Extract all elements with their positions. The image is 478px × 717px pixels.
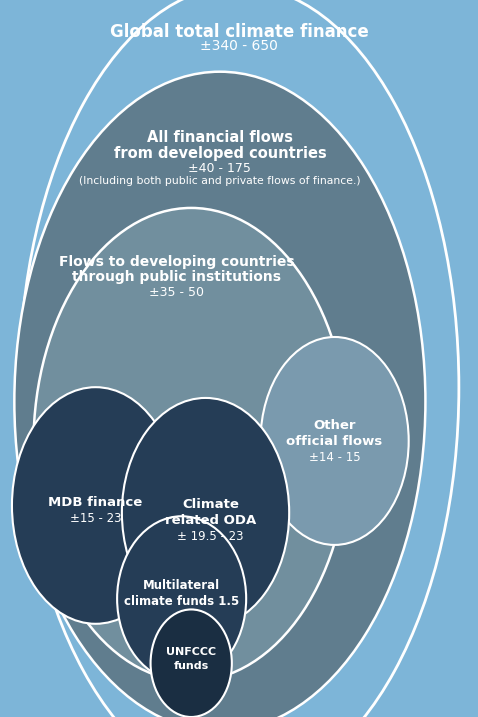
- Text: official flows: official flows: [286, 435, 383, 448]
- Ellipse shape: [19, 0, 459, 717]
- Text: climate funds 1.5: climate funds 1.5: [124, 595, 239, 608]
- Text: related ODA: related ODA: [165, 514, 256, 527]
- Text: Other: Other: [314, 419, 356, 432]
- Ellipse shape: [14, 72, 425, 717]
- Text: (Including both public and private flows of finance.): (Including both public and private flows…: [79, 176, 361, 186]
- Text: Global total climate finance: Global total climate finance: [109, 23, 369, 41]
- Text: funds: funds: [174, 661, 209, 671]
- Text: ±35 - 50: ±35 - 50: [149, 286, 205, 299]
- Ellipse shape: [122, 398, 289, 627]
- Text: through public institutions: through public institutions: [72, 270, 282, 285]
- Text: Multilateral: Multilateral: [143, 579, 220, 592]
- Ellipse shape: [117, 516, 246, 681]
- Ellipse shape: [261, 337, 409, 545]
- Text: ±15 - 23: ±15 - 23: [70, 512, 121, 525]
- Ellipse shape: [33, 208, 349, 681]
- Text: from developed countries: from developed countries: [113, 146, 326, 161]
- Ellipse shape: [151, 609, 232, 717]
- Text: ±340 - 650: ±340 - 650: [200, 39, 278, 54]
- Text: Climate: Climate: [182, 498, 239, 511]
- Text: MDB finance: MDB finance: [48, 496, 143, 509]
- Text: ±40 - 175: ±40 - 175: [188, 162, 251, 175]
- Text: All financial flows: All financial flows: [147, 130, 293, 146]
- Text: UNFCCC: UNFCCC: [166, 647, 216, 657]
- Text: Flows to developing countries: Flows to developing countries: [59, 255, 294, 269]
- Text: ± 19.5 - 23: ± 19.5 - 23: [177, 530, 244, 543]
- Text: ±14 - 15: ±14 - 15: [309, 451, 360, 464]
- Ellipse shape: [12, 387, 179, 624]
